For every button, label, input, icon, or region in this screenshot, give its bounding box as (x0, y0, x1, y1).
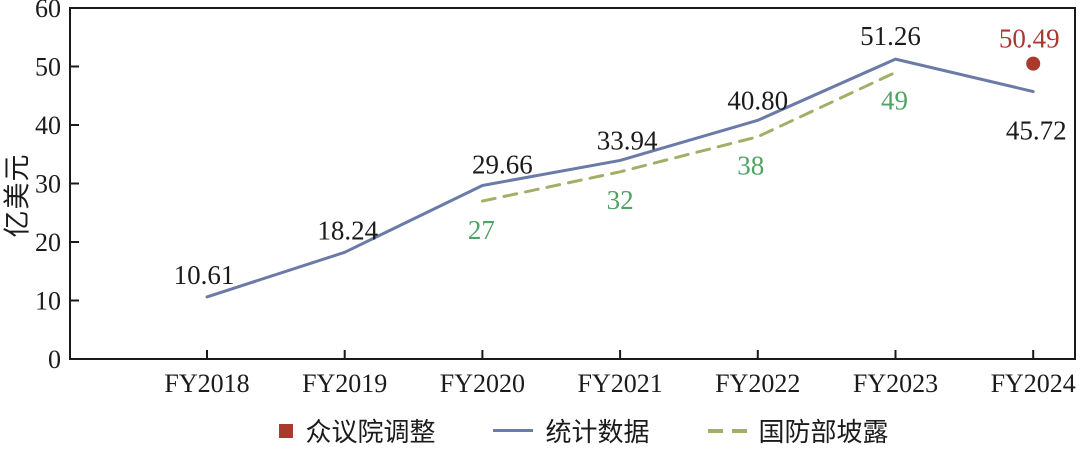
chart-legend: 众议院调整 统计数据 国防部坡露 (44, 412, 1080, 449)
y-axis-tick-label: 60 (35, 0, 61, 23)
y-axis-title: 亿美元 (2, 153, 33, 238)
plot-frame (69, 7, 1076, 360)
y-axis-tick-label: 40 (35, 111, 61, 140)
y-axis-tick-label: 30 (35, 170, 61, 199)
data-label: 29.66 (472, 149, 533, 179)
data-label: 10.61 (174, 260, 235, 290)
chart-plot-area: 0 10 20 30 40 50 60 FY2018 FY2019 FY2020 FY2021 FY2… (35, 0, 1076, 398)
y-axis-tick-label: 50 (35, 53, 61, 82)
x-axis-tick-label: FY2023 (853, 369, 938, 398)
legend-label-statistics: 统计数据 (545, 418, 650, 447)
data-label: 40.80 (727, 85, 788, 115)
line-marker-icon (493, 429, 534, 432)
x-axis-tick-label: FY2021 (577, 369, 662, 398)
data-label: 50.49 (999, 24, 1060, 54)
x-axis-tick-label: FY2018 (164, 369, 249, 398)
series-dod-dashed-line (480, 70, 897, 203)
y-axis-tick-label: 20 (35, 228, 61, 257)
data-label: 33.94 (597, 125, 658, 155)
x-axis-tick-label: FY2019 (302, 369, 387, 398)
dashed-line-marker-icon (707, 428, 747, 433)
legend-item-house-adjustment: 众议院调整 (279, 412, 435, 449)
y-axis-tick-label: 0 (48, 345, 61, 374)
y-axis-tick-label: 10 (35, 287, 61, 316)
data-label: 38 (737, 151, 764, 181)
x-axis-tick-label: FY2020 (440, 369, 525, 398)
series-statistics-line (205, 57, 1035, 299)
x-axis-tick-label: FY2024 (991, 369, 1076, 398)
series-house-adjustment-point (1026, 56, 1041, 71)
data-label: 18.24 (317, 215, 378, 245)
data-label: 32 (607, 185, 634, 215)
data-label: 49 (881, 85, 908, 115)
legend-item-dod-disclosure: 国防部坡露 (707, 412, 889, 449)
data-label: 27 (468, 215, 495, 245)
legend-label-house-adjustment: 众议院调整 (305, 418, 436, 447)
x-axis-tick-label: FY2022 (715, 369, 800, 398)
square-marker-icon (279, 423, 294, 438)
legend-item-statistics: 统计数据 (493, 412, 650, 449)
data-label: 51.26 (860, 21, 921, 51)
legend-label-dod-disclosure: 国防部坡露 (758, 418, 889, 447)
data-label: 45.72 (1006, 116, 1067, 146)
